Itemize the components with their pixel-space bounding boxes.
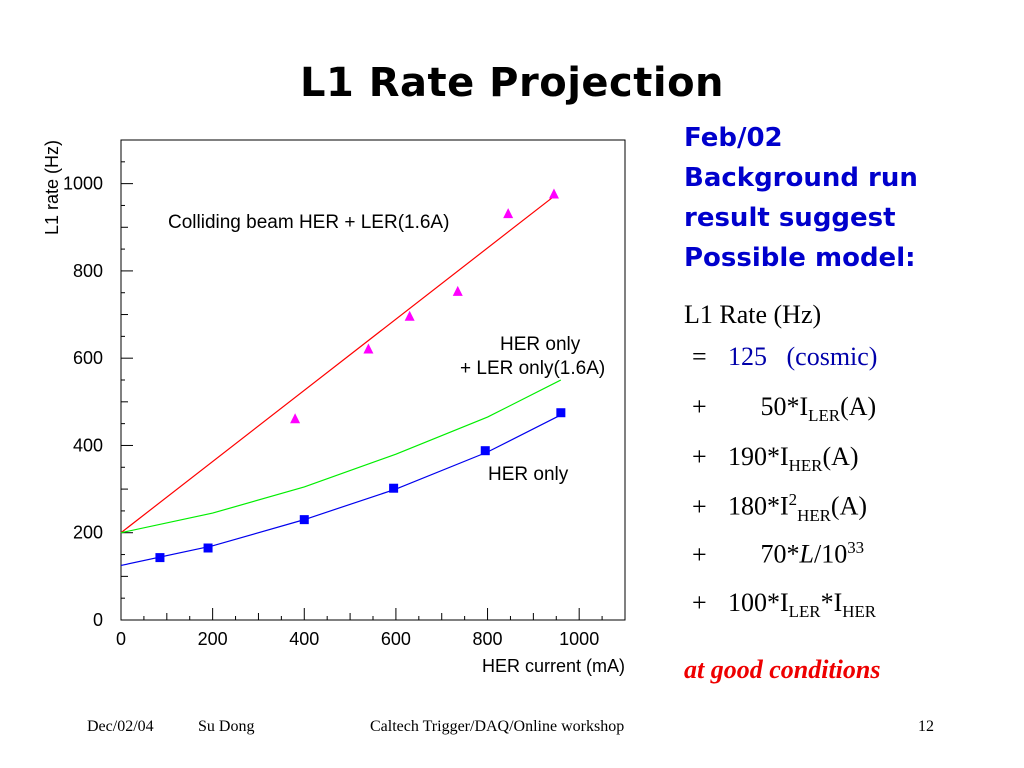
formula-sub: HER [842,602,877,622]
note-line: Possible model: [684,243,916,273]
formula-sub: LER [788,602,821,622]
note-line: Feb/02 [684,123,783,153]
formula-sup: 2 [788,490,798,509]
footer-date: Dec/02/04 [87,718,154,735]
luminosity-symbol: L [799,539,814,569]
series-label-her-plus-ler: HER only + LER only(1.6A) [460,334,605,379]
formula-operator: + [692,442,707,471]
formula-row-her-squared: +180*I2HER(A) [692,490,867,526]
data-point-her-only [299,515,309,525]
note-line: Background run [684,163,918,193]
formula-sub: HER [788,456,823,476]
y-tick-label: 400 [73,435,103,455]
formula-tail: *I [820,588,843,617]
slide-title: L1 Rate Projection [299,60,725,106]
data-point-her-only [155,553,165,563]
footer-author: Su Dong [198,718,255,735]
data-point-colliding-beam [290,413,301,424]
x-tick-label: 800 [473,629,503,649]
x-tick-label: 1000 [559,629,599,649]
footer-event: Caltech Trigger/DAQ/Online workshop [370,718,625,735]
formula-operator: + [692,491,707,521]
formula-row-her: +190*IHER(A) [692,442,859,476]
formula-heading: L1 Rate (Hz) [684,300,822,329]
formula-tail: (A) [830,491,868,521]
x-tick-label: 600 [381,629,411,649]
y-tick-label: 0 [93,610,103,630]
formula-row-luminosity: + 70*L/1033 [692,538,864,570]
formula-operator: + [692,588,707,617]
x-tick-label: 200 [198,629,228,649]
series-label-colliding-beam: Colliding beam HER + LER(1.6A) [168,212,449,233]
data-point-colliding-beam [503,208,514,219]
formula-term: 70* [760,539,800,569]
formula-sub: LER [808,406,841,426]
formula-sub: HER [797,505,831,525]
formula-row-cross: +100*ILER*IHER [692,588,876,622]
formula-tail: (cosmic) [786,342,878,371]
formula-row-ler: + 50*ILER(A) [692,392,876,426]
formula-tail: (A) [822,442,859,471]
series-line-colliding-beam [120,194,557,534]
note-line: result suggest [684,203,896,233]
y-tick-label: 800 [73,261,103,281]
x-tick-label: 400 [289,629,319,649]
formula-sup: 33 [847,538,865,557]
formula-operator: + [692,392,707,421]
footer-page-number: 12 [918,718,934,735]
series-line-her-plus-ler [120,379,562,534]
data-point-colliding-beam [548,188,559,199]
x-axis-label: HER current (mA) [482,656,625,676]
formula-operator: + [692,539,707,569]
y-tick-label: 600 [73,348,103,368]
data-point-her-only [556,408,566,418]
series-line-her-only [120,414,562,567]
data-point-her-only [480,446,490,456]
model-note: Feb/02 Background run result suggest Pos… [684,118,918,278]
formula-tail: (A) [840,392,877,421]
data-point-her-only [389,483,399,493]
formula-operator: = [692,342,707,371]
formula-term: 125 [728,342,767,371]
y-axis-label: L1 rate (Hz) [42,140,62,235]
formula-term: 50*I [760,392,809,421]
data-point-colliding-beam [363,343,374,354]
data-point-her-only [203,543,213,553]
series-label-her-only: HER only [488,464,569,485]
y-tick-label: 200 [73,523,103,543]
data-point-colliding-beam [404,310,415,321]
y-tick-label: 1000 [63,174,103,194]
data-point-colliding-beam [452,285,463,296]
condition-note: at good conditions [684,655,881,684]
formula-tail: /10 [813,539,848,569]
x-tick-label: 0 [116,629,126,649]
l1-rate-chart: 0 200 400 600 800 1000 0 200 400 600 800 1000 HER cu… [42,139,626,676]
formula-row-cosmic: = 125 (cosmic) [692,342,877,372]
formula-term: 180*I [728,491,789,521]
formula-term: 190*I [728,442,789,471]
formula-term: 100*I [728,588,789,617]
